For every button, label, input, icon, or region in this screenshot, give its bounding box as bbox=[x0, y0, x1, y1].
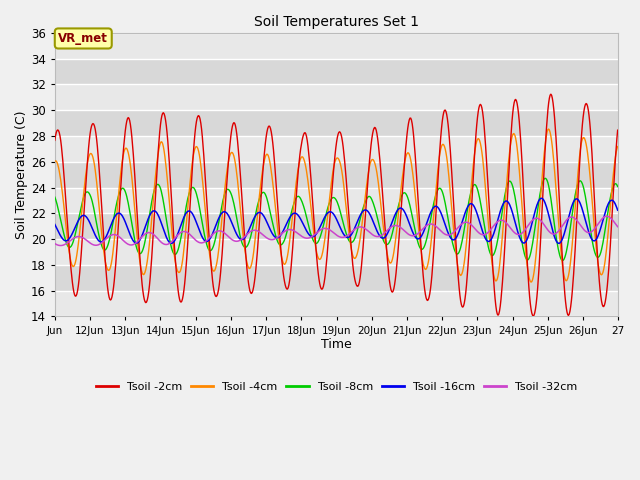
Bar bbox=[55, 59, 618, 84]
Bar bbox=[55, 265, 618, 291]
Y-axis label: Soil Temperature (C): Soil Temperature (C) bbox=[15, 110, 28, 239]
Bar bbox=[55, 188, 618, 214]
Bar bbox=[55, 162, 618, 188]
Bar bbox=[55, 214, 618, 239]
Bar bbox=[55, 110, 618, 136]
Bar bbox=[55, 239, 618, 265]
Title: Soil Temperatures Set 1: Soil Temperatures Set 1 bbox=[254, 15, 419, 29]
Bar bbox=[55, 136, 618, 162]
X-axis label: Time: Time bbox=[321, 338, 352, 351]
Legend: Tsoil -2cm, Tsoil -4cm, Tsoil -8cm, Tsoil -16cm, Tsoil -32cm: Tsoil -2cm, Tsoil -4cm, Tsoil -8cm, Tsoi… bbox=[92, 377, 582, 396]
Bar bbox=[55, 33, 618, 59]
Bar bbox=[55, 291, 618, 316]
Bar bbox=[55, 84, 618, 110]
Text: VR_met: VR_met bbox=[58, 32, 108, 45]
